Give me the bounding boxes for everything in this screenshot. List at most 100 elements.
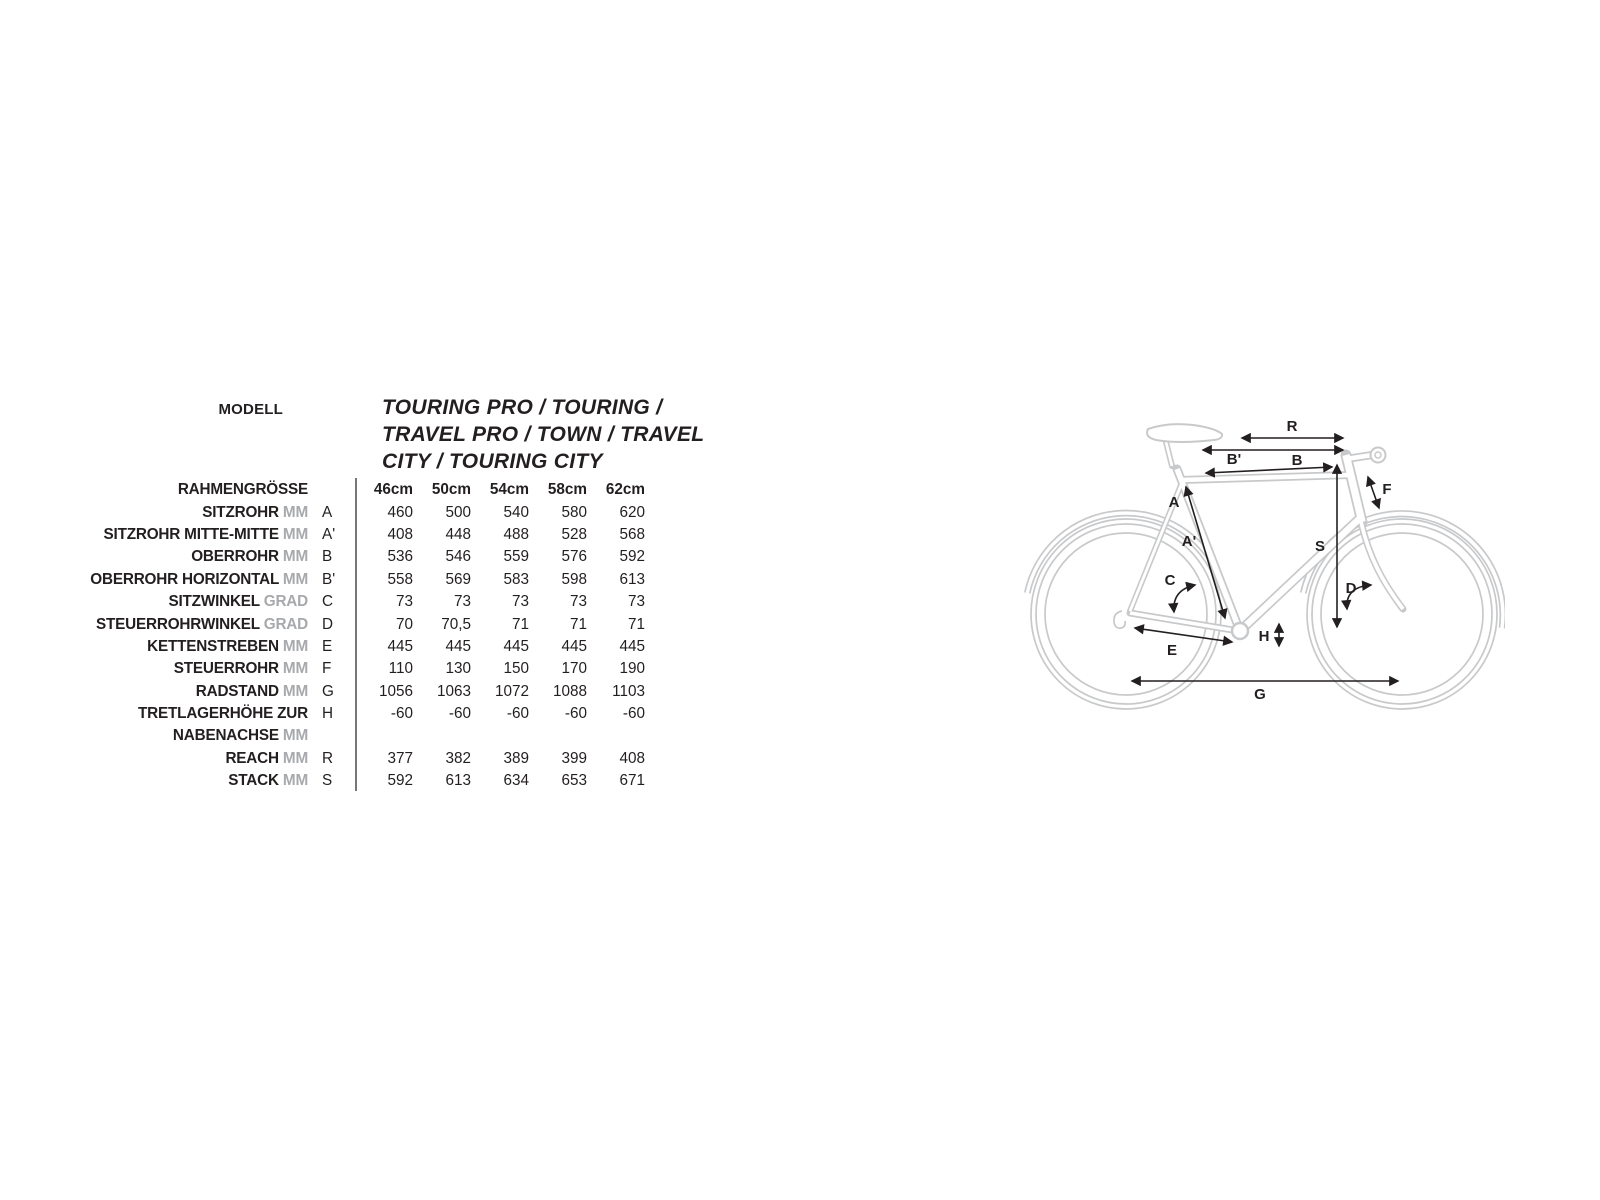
cell: 559 (503, 548, 529, 566)
table-row: STEUERROHR MM F 110 130 150 170 190 (90, 658, 645, 680)
geometry-table: RAHMENGRÖSSE 46cm 50cm 54cm 58cm 62cm SI… (90, 479, 645, 792)
dim-label-s: S (1315, 538, 1325, 555)
row-label: STACK (228, 772, 279, 790)
handlebar (1369, 446, 1387, 464)
row-label: REACH (225, 749, 279, 767)
cell: 71 (511, 615, 529, 633)
cell: 569 (445, 570, 471, 588)
row-key: F (322, 660, 332, 678)
dim-label-h: H (1259, 628, 1270, 645)
cell: 445 (387, 637, 413, 655)
size-column-header: 50cm (431, 481, 471, 499)
dim-arrow-b (1204, 462, 1334, 478)
row-label-line1: TRETLAGERHÖHE ZUR (138, 704, 308, 722)
size-column-header: 58cm (547, 481, 587, 499)
bike-geometry-diagram: R B' B A A' S F C D E H G (1023, 418, 1505, 710)
row-unit: GRAD (263, 615, 308, 633)
cell: 190 (619, 660, 645, 678)
dim-arrow-e (1133, 624, 1234, 646)
cell: 389 (503, 749, 529, 767)
cell: 70,5 (441, 615, 471, 633)
cell: 445 (445, 637, 471, 655)
model-names-line1: TOURING PRO / TOURING / (382, 396, 663, 419)
cell: 620 (619, 503, 645, 521)
cell: 653 (561, 772, 587, 790)
row-unit: MM (282, 503, 308, 521)
row-unit: GRAD (263, 593, 308, 611)
cell: 445 (503, 637, 529, 655)
table-row: TRETLAGERHÖHE ZUR NABENACHSE MM H -60 -6… (90, 703, 645, 748)
cell: 130 (445, 660, 471, 678)
row-unit: MM (282, 570, 308, 588)
table-header-row: RAHMENGRÖSSE 46cm 50cm 54cm 58cm 62cm (90, 479, 645, 501)
row-key: C (322, 593, 334, 611)
cell: 583 (503, 570, 529, 588)
dim-arc-c (1168, 581, 1197, 614)
cell: 408 (387, 525, 413, 543)
cell: 576 (561, 548, 587, 566)
cell: 70 (395, 615, 413, 633)
row-key: B' (322, 570, 336, 588)
cell: 1103 (612, 682, 645, 700)
dim-arc-d (1341, 580, 1373, 611)
row-label-line2: NABENACHSE (172, 727, 279, 745)
cell: 150 (503, 660, 529, 678)
row-unit: MM (282, 660, 308, 678)
row-unit: MM (282, 637, 308, 655)
cell: 546 (445, 548, 471, 566)
dim-label-r: R (1287, 418, 1298, 435)
row-label: RADSTAND (195, 682, 279, 700)
row-label: SITZWINKEL (168, 593, 260, 611)
cell: 71 (627, 615, 645, 633)
cell: 613 (619, 570, 645, 588)
cell: 73 (511, 593, 529, 611)
cell: 377 (387, 749, 413, 767)
saddle (1146, 423, 1224, 443)
dimension-arrows (1130, 432, 1400, 687)
table-divider-line (355, 478, 357, 791)
row-unit: MM (282, 727, 308, 745)
cell: 445 (561, 637, 587, 655)
dim-label-e: E (1167, 642, 1177, 659)
dim-arrow-a (1183, 485, 1228, 620)
cell: 382 (445, 749, 471, 767)
cell: 500 (445, 503, 471, 521)
row-label: SITZROHR MITTE-MITTE (103, 525, 279, 543)
cell: 536 (387, 548, 413, 566)
row-label: KETTENSTREBEN (147, 637, 279, 655)
bottom-bracket (1230, 621, 1250, 641)
cell: -60 (448, 704, 471, 722)
row-unit: MM (282, 749, 308, 767)
dim-label-f: F (1382, 481, 1391, 498)
row-label: STEUERROHR (173, 660, 279, 678)
table-row: REACH MM R 377 382 389 399 408 (90, 748, 645, 770)
cell: 568 (619, 525, 645, 543)
row-key: R (322, 749, 334, 767)
model-names: TOURING PRO / TOURING / TRAVEL PRO / TOW… (382, 394, 704, 475)
cell: 1072 (494, 682, 529, 700)
row-label: SITZROHR (202, 503, 279, 521)
cell: 73 (627, 593, 645, 611)
dim-label-a-prime: A' (1182, 533, 1196, 550)
row-unit: MM (282, 548, 308, 566)
cell: 592 (387, 772, 413, 790)
table-row: SITZROHR MITTE-MITTE MM A' 408 448 488 5… (90, 524, 645, 546)
row-key: B (322, 548, 333, 566)
dimension-labels: R B' B A A' S F C D E H G (1165, 418, 1392, 703)
cell: 71 (569, 615, 587, 633)
cell: 613 (445, 772, 471, 790)
table-row: SITZROHR MM A 460 500 540 580 620 (90, 501, 645, 523)
cell: 598 (561, 570, 587, 588)
row-key: G (322, 682, 334, 700)
model-label: MODELL (218, 401, 283, 418)
cell: 399 (561, 749, 587, 767)
cell: 528 (561, 525, 587, 543)
frame-size-label: RAHMENGRÖSSE (177, 481, 308, 499)
row-key: D (322, 615, 334, 633)
dim-label-c: C (1165, 572, 1176, 589)
size-column-header: 46cm (373, 481, 413, 499)
model-names-line2: TRAVEL PRO / TOWN / TRAVEL (382, 423, 705, 446)
cell: 592 (619, 548, 645, 566)
table-row: RADSTAND MM G 1056 1063 1072 1088 1103 (90, 681, 645, 703)
